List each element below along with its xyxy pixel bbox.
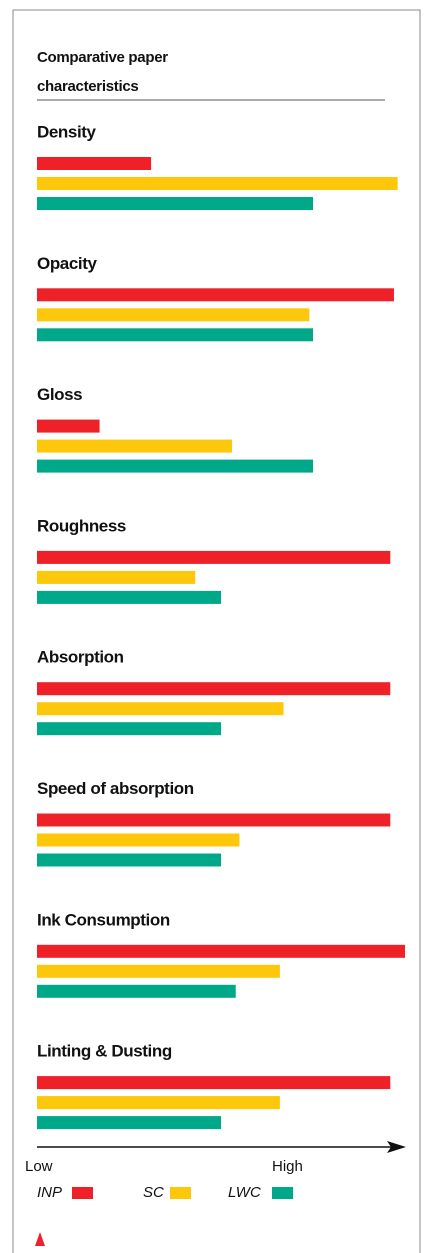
- bar: [37, 288, 394, 302]
- bar: [37, 702, 284, 716]
- axis-arrow-head: [387, 1141, 406, 1153]
- frame: [12, 9, 421, 1253]
- legend-label: LWC: [228, 1184, 261, 1201]
- legend-label: INP: [37, 1184, 62, 1201]
- bar: [37, 419, 100, 433]
- bar: [37, 944, 405, 958]
- legend-label: SC: [143, 1184, 164, 1201]
- category-label: Roughness: [37, 516, 126, 535]
- legend-swatch: [72, 1187, 93, 1199]
- bar: [37, 813, 391, 827]
- bar: [37, 1076, 391, 1090]
- bar: [37, 984, 236, 998]
- bar: [37, 157, 152, 170]
- category-label: Density: [37, 122, 97, 141]
- bar: [37, 590, 221, 604]
- axis-low-label: Low: [25, 1158, 53, 1175]
- legend-swatch: [170, 1187, 191, 1199]
- category-label: Opacity: [37, 254, 98, 273]
- category-label: Speed of absorption: [37, 779, 194, 798]
- bar: [37, 570, 196, 584]
- bar: [37, 308, 310, 322]
- category-label: Gloss: [37, 385, 82, 404]
- axis-high-label: High: [272, 1158, 303, 1175]
- bar: [37, 459, 313, 473]
- bar: [37, 833, 240, 847]
- category-label: Linting & Dusting: [37, 1042, 172, 1061]
- bar: [37, 1096, 280, 1110]
- bar: [37, 197, 313, 210]
- legend-swatch: [272, 1187, 293, 1199]
- chart-title: Comparative paper characteristics: [37, 49, 168, 95]
- bar: [37, 1116, 221, 1130]
- bar: [37, 328, 313, 342]
- corner-marker: [35, 1232, 45, 1246]
- bar: [37, 550, 391, 564]
- bar: [37, 722, 221, 736]
- category-label: Ink Consumption: [37, 910, 170, 929]
- bar: [37, 439, 233, 453]
- bar: [37, 853, 221, 867]
- bar: [37, 177, 398, 190]
- category-label: Absorption: [37, 648, 124, 667]
- bar: [37, 964, 280, 978]
- bar: [37, 682, 391, 696]
